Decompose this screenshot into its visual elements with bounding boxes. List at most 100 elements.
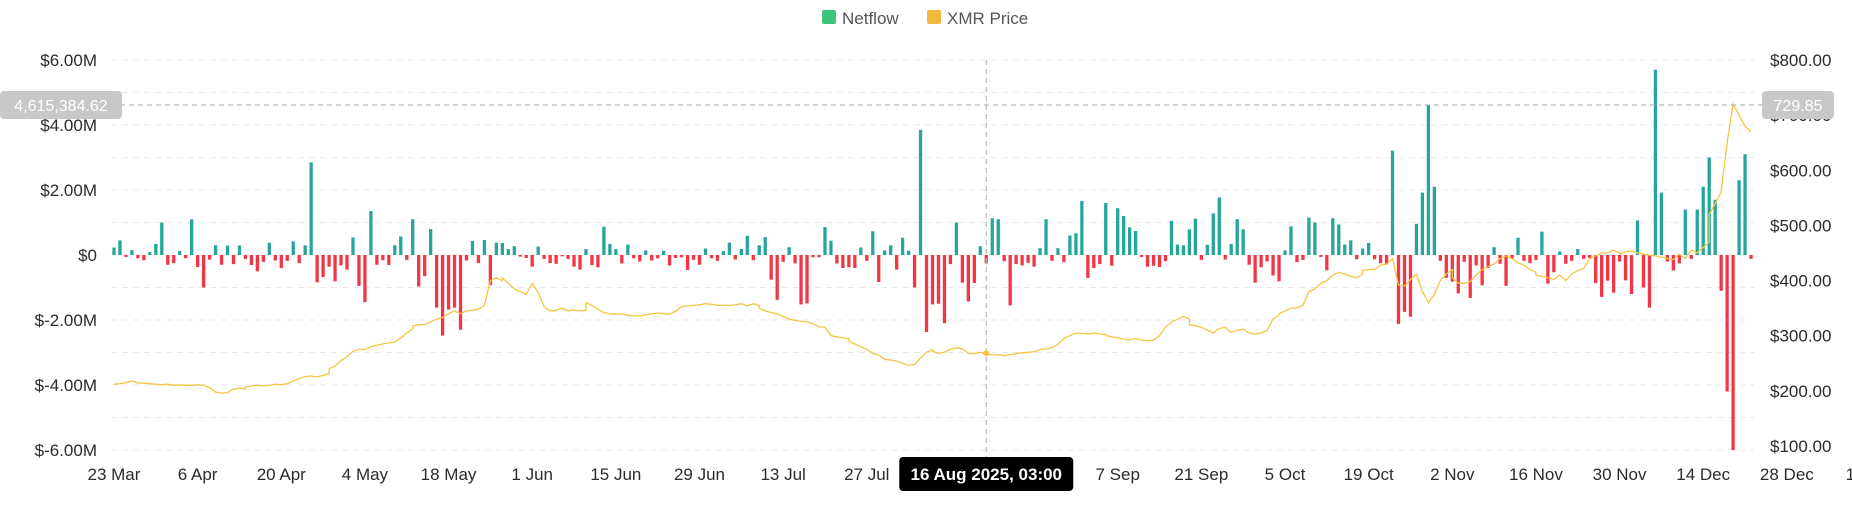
netflow-bar[interactable]	[303, 245, 307, 255]
netflow-bar[interactable]	[1426, 105, 1431, 256]
netflow-bar[interactable]	[357, 255, 361, 286]
netflow-bar[interactable]	[703, 248, 708, 256]
netflow-bar[interactable]	[727, 242, 732, 255]
netflow-bar[interactable]	[1265, 255, 1269, 262]
netflow-bar[interactable]	[1641, 255, 1646, 288]
netflow-bar[interactable]	[530, 255, 534, 267]
netflow-bar[interactable]	[638, 255, 642, 262]
netflow-bar[interactable]	[142, 255, 146, 261]
netflow-bar[interactable]	[1713, 199, 1717, 255]
netflow-bar[interactable]	[662, 250, 666, 255]
netflow-bar[interactable]	[1122, 216, 1126, 255]
netflow-bar[interactable]	[1743, 154, 1747, 255]
netflow-legend-label[interactable]: Netflow	[842, 9, 899, 28]
netflow-bar[interactable]	[978, 246, 982, 255]
netflow-bar[interactable]	[1229, 243, 1233, 255]
netflow-bar[interactable]	[823, 227, 827, 255]
netflow-bar[interactable]	[697, 255, 702, 265]
netflow-bar[interactable]	[1199, 255, 1203, 260]
netflow-bar[interactable]	[423, 255, 427, 277]
netflow-bar[interactable]	[1050, 255, 1054, 261]
netflow-bar[interactable]	[434, 255, 439, 308]
netflow-bar[interactable]	[1749, 255, 1753, 259]
netflow-bar[interactable]	[452, 255, 457, 308]
netflow-bar[interactable]	[243, 255, 248, 259]
netflow-bar[interactable]	[667, 255, 672, 266]
netflow-bar[interactable]	[1128, 227, 1132, 256]
netflow-bar[interactable]	[1492, 247, 1496, 255]
netflow-bar[interactable]	[685, 255, 690, 270]
netflow-bar[interactable]	[691, 255, 696, 260]
netflow-bar[interactable]	[160, 222, 164, 256]
netflow-bar[interactable]	[464, 255, 469, 261]
netflow-bar[interactable]	[1558, 251, 1562, 255]
netflow-bar[interactable]	[745, 235, 749, 255]
netflow-bar[interactable]	[512, 246, 516, 255]
netflow-bar[interactable]	[1253, 255, 1257, 283]
netflow-bar[interactable]	[1235, 219, 1239, 255]
netflow-bar[interactable]	[219, 255, 224, 265]
netflow-bar[interactable]	[805, 255, 809, 304]
netflow-bar[interactable]	[1313, 222, 1317, 256]
netflow-bar[interactable]	[1731, 255, 1735, 450]
netflow-bar[interactable]	[524, 255, 528, 258]
netflow-bar[interactable]	[751, 255, 755, 261]
netflow-bar[interactable]	[1552, 255, 1556, 273]
netflow-bar[interactable]	[1080, 201, 1084, 255]
legend[interactable]: Netflow XMR Price	[822, 9, 1028, 28]
netflow-bar[interactable]	[470, 241, 475, 255]
netflow-bar[interactable]	[207, 255, 212, 260]
netflow-bar[interactable]	[1504, 255, 1508, 286]
netflow-bar[interactable]	[458, 255, 463, 330]
netflow-bar[interactable]	[763, 237, 767, 255]
netflow-bar[interactable]	[1546, 255, 1550, 284]
netflow-bar[interactable]	[1038, 248, 1042, 255]
netflow-bar[interactable]	[673, 255, 678, 258]
netflow-bar[interactable]	[584, 249, 588, 255]
netflow-bar[interactable]	[679, 255, 684, 258]
netflow-bar[interactable]	[930, 255, 935, 305]
netflow-bar[interactable]	[787, 247, 791, 255]
netflow-bar[interactable]	[291, 241, 295, 255]
netflow-bar[interactable]	[859, 247, 863, 255]
netflow-bar[interactable]	[1151, 255, 1156, 266]
netflow-bar[interactable]	[327, 255, 331, 267]
netflow-bar[interactable]	[112, 247, 116, 255]
netflow-bar[interactable]	[124, 255, 128, 257]
netflow-bar[interactable]	[1349, 240, 1353, 256]
netflow-bar[interactable]	[249, 255, 254, 266]
netflow-bar[interactable]	[1414, 223, 1419, 255]
netflow-bar[interactable]	[769, 255, 773, 280]
netflow-bar[interactable]	[172, 255, 176, 264]
netflow-bar[interactable]	[411, 219, 415, 255]
netflow-bar[interactable]	[500, 242, 504, 255]
netflow-bar[interactable]	[733, 255, 737, 260]
netflow-bar[interactable]	[566, 255, 570, 259]
netflow-bar[interactable]	[345, 255, 349, 270]
netflow-bar[interactable]	[255, 255, 260, 272]
netflow-bar[interactable]	[799, 255, 803, 305]
netflow-bar[interactable]	[960, 255, 965, 283]
netflow-bar[interactable]	[1307, 217, 1311, 256]
netflow-bar[interactable]	[889, 245, 893, 255]
netflow-bar[interactable]	[835, 255, 839, 264]
netflow-bar[interactable]	[1044, 219, 1048, 255]
netflow-bar[interactable]	[417, 255, 421, 287]
netflow-bar[interactable]	[213, 245, 218, 255]
netflow-bar[interactable]	[225, 245, 230, 255]
netflow-bar[interactable]	[297, 255, 301, 264]
netflow-bar[interactable]	[1408, 255, 1413, 317]
netflow-bar[interactable]	[387, 255, 391, 266]
netflow-bar[interactable]	[309, 162, 313, 256]
netflow-bar[interactable]	[853, 255, 857, 268]
netflow-bar[interactable]	[739, 248, 743, 255]
netflow-bar[interactable]	[1516, 237, 1520, 255]
netflow-bar[interactable]	[1337, 224, 1341, 255]
netflow-bar[interactable]	[895, 255, 899, 270]
netflow-bar[interactable]	[1074, 233, 1078, 255]
netflow-bar[interactable]	[1367, 242, 1371, 255]
netflow-bar[interactable]	[1683, 209, 1687, 256]
netflow-bar[interactable]	[1104, 203, 1108, 255]
netflow-bar[interactable]	[1241, 229, 1245, 255]
netflow-bar[interactable]	[1564, 255, 1568, 264]
